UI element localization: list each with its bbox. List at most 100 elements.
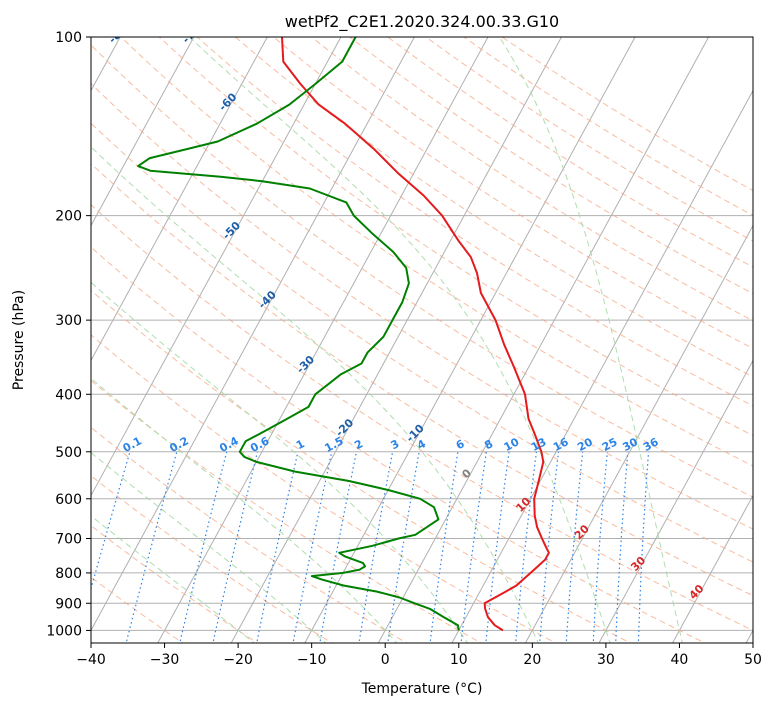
mixing-ratio-label: 1 xyxy=(294,437,307,452)
dry-adiabat-line xyxy=(91,246,707,643)
mixing-ratio-label: 3 xyxy=(389,437,402,452)
dry-adiabat-line xyxy=(91,289,632,643)
x-tick-label: −10 xyxy=(297,652,327,668)
plot-frame xyxy=(90,36,754,644)
mixing-ratio-label: 6 xyxy=(454,437,467,452)
moist-adiabat-line xyxy=(91,281,469,643)
x-axis-label: Temperature (°C) xyxy=(361,681,483,697)
dry-adiabat-line xyxy=(310,37,753,322)
isotherm-line xyxy=(91,37,342,497)
profile-series xyxy=(137,37,550,632)
dry-adiabat-line xyxy=(120,37,753,467)
y-tick-label: 800 xyxy=(55,566,82,582)
mixing-ratio-line xyxy=(514,451,537,643)
x-tick-label: 50 xyxy=(744,652,762,668)
moist-adiabat-line xyxy=(498,37,683,643)
mixing-ratio-line xyxy=(485,451,510,643)
mixing-ratio-line xyxy=(592,451,608,643)
mixing-ratio-line xyxy=(91,451,131,591)
isotherm-line xyxy=(524,224,753,643)
y-tick-label: 900 xyxy=(55,596,82,612)
y-tick-label: 500 xyxy=(55,445,82,461)
isotherm-label: -80 xyxy=(106,23,129,46)
dry-adiabat-line xyxy=(91,83,753,530)
isotherm-line xyxy=(598,359,753,643)
x-tick-label: 40 xyxy=(671,652,689,668)
isotherm-line xyxy=(91,37,415,632)
isotherm-label-warm: 0 xyxy=(459,466,474,481)
moist-adiabat-line xyxy=(91,146,539,643)
isotherm-line xyxy=(91,37,195,227)
isotherm-line xyxy=(157,37,489,643)
mixing-ratio-line xyxy=(256,451,299,643)
dry-adiabat-line xyxy=(91,334,557,643)
y-tick-label: 200 xyxy=(55,209,82,225)
dry-adiabat-line xyxy=(91,379,483,643)
moist-adiabat-line xyxy=(91,377,398,643)
mixing-ratio-label: 16 xyxy=(551,435,571,454)
x-tick-label: 10 xyxy=(450,652,468,668)
chart-title: wetPf2_C2E1.2020.324.00.33.G10 xyxy=(285,12,559,32)
mixing-ratio-label: 30 xyxy=(620,435,640,454)
temperature-profile-line xyxy=(281,37,550,632)
x-tick-label: 20 xyxy=(523,652,541,668)
mixing-ratio-line xyxy=(460,451,487,643)
mixing-ratio-label: 10 xyxy=(502,435,522,454)
isotherm-line xyxy=(91,37,268,362)
moist-adiabat-line xyxy=(188,37,611,643)
x-tick-label: 30 xyxy=(597,652,615,668)
dry-adiabat-line xyxy=(196,37,753,407)
y-axis-label: Pressure (hPa) xyxy=(11,290,27,390)
mixing-ratio-label: 20 xyxy=(575,435,595,454)
mixing-ratio-line xyxy=(292,451,333,643)
y-tick-label: 100 xyxy=(55,30,82,46)
dry-adiabat-line xyxy=(158,37,753,437)
mixing-ratio-line xyxy=(212,451,258,643)
x-tick-label: −40 xyxy=(76,652,106,668)
isotherm-label: -90 xyxy=(33,23,56,46)
mixing-ratio-line xyxy=(429,451,459,643)
mixing-ratio-label: 13 xyxy=(529,435,549,454)
x-tick-label: −20 xyxy=(223,652,253,668)
dry-adiabat-line xyxy=(91,525,259,643)
y-tick-label: 300 xyxy=(55,313,82,329)
mixing-ratio-line xyxy=(615,451,629,643)
x-tick-label: 0 xyxy=(381,652,390,668)
dry-adiabat-line xyxy=(386,37,753,268)
y-tick-label: 400 xyxy=(55,387,82,403)
isotherm-line xyxy=(377,37,710,643)
background-lines xyxy=(91,37,753,643)
dry-adiabat-line xyxy=(272,37,753,350)
dewpoint-profile-line xyxy=(137,37,460,631)
dry-adiabat-line xyxy=(463,37,753,217)
mixing-ratio-line xyxy=(539,451,560,643)
dry-adiabat-line xyxy=(91,204,753,631)
mixing-ratio-line xyxy=(125,451,178,643)
line-labels: 0.10.20.40.611.52346810131620253036-100-… xyxy=(33,23,707,602)
mixing-ratio-label: 36 xyxy=(641,435,661,454)
mixing-ratio-line xyxy=(565,451,584,643)
dry-adiabat-line xyxy=(91,162,753,597)
isotherm-line xyxy=(745,629,753,643)
mixing-ratio-label: 8 xyxy=(482,437,495,452)
y-tick-label: 1000 xyxy=(46,623,82,639)
dry-adiabat-line xyxy=(348,37,753,295)
isotherm-line xyxy=(304,37,636,643)
mixing-ratio-line xyxy=(637,451,650,643)
mixing-ratio-label: 25 xyxy=(600,435,620,454)
isotherm-line xyxy=(230,37,563,643)
y-tick-label: 600 xyxy=(55,492,82,508)
dry-adiabat-line xyxy=(91,122,753,563)
isotherm-label: -70 xyxy=(180,23,203,46)
mixing-ratio-line xyxy=(179,451,228,643)
x-tick-label: −30 xyxy=(150,652,180,668)
moist-adiabat-line xyxy=(91,515,255,643)
dry-adiabat-line xyxy=(501,37,753,192)
moist-adiabat-line xyxy=(91,452,327,643)
dry-adiabat-line xyxy=(91,576,184,643)
mixing-ratio-label: 2 xyxy=(352,437,365,452)
isotherm-line xyxy=(672,494,753,643)
dry-adiabat-line xyxy=(91,44,753,498)
